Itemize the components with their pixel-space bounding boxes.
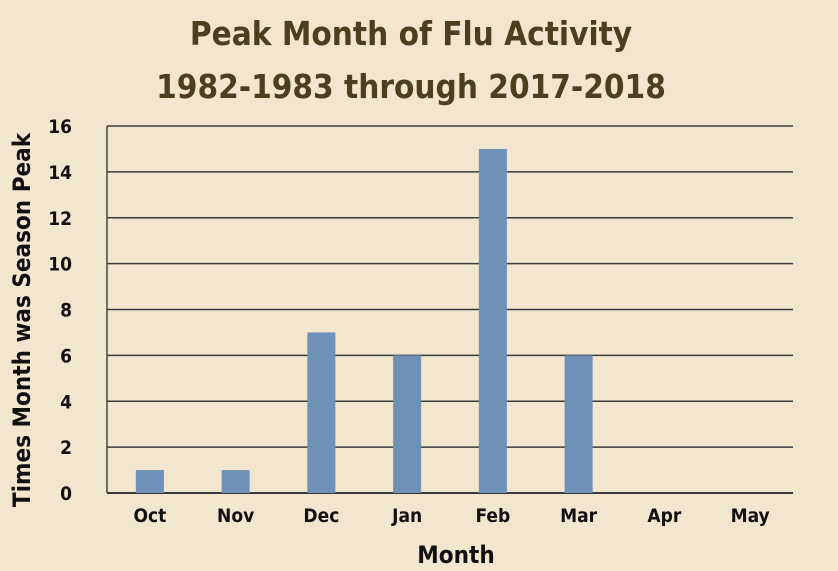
- y-tick-label: 4: [60, 391, 72, 413]
- x-tick-label-may: May: [731, 505, 770, 527]
- bars: [135, 148, 593, 493]
- y-tick-label: 16: [48, 116, 72, 138]
- y-tick-label: 0: [60, 483, 72, 505]
- x-tick-label-feb: Feb: [476, 505, 511, 527]
- chart-subtitle: 1982-1983 through 2017-2018: [156, 67, 666, 106]
- x-axis-title: Month: [417, 541, 494, 569]
- y-tick-label: 14: [48, 162, 72, 184]
- y-tick-labels: 0 2 4 6 8 10 12 14 16: [48, 116, 72, 505]
- bar-mar: [564, 355, 593, 493]
- gridlines: [106, 125, 793, 494]
- y-tick-label: 12: [48, 208, 72, 230]
- y-tick-label: 10: [48, 254, 72, 276]
- bar-oct: [135, 470, 164, 493]
- x-tick-labels: Oct Nov Dec Jan Feb Mar Apr May: [133, 505, 769, 527]
- x-tick-label-dec: Dec: [303, 505, 339, 527]
- y-tick-label: 8: [60, 300, 72, 322]
- x-tick-label-jan: Jan: [391, 505, 422, 527]
- bar-dec: [307, 332, 336, 493]
- bar-feb: [478, 148, 507, 493]
- y-axis-title: Times Month was Season Peak: [8, 132, 36, 507]
- x-tick-label-nov: Nov: [217, 505, 254, 527]
- x-tick-label-apr: Apr: [647, 505, 681, 527]
- y-tick-label: 6: [60, 345, 72, 367]
- x-tick-label-mar: Mar: [560, 505, 598, 527]
- chart-title: Peak Month of Flu Activity: [190, 14, 632, 53]
- bar-nov: [221, 470, 250, 493]
- bar-jan: [393, 355, 422, 493]
- x-tick-label-oct: Oct: [133, 505, 166, 527]
- y-tick-label: 2: [60, 437, 72, 459]
